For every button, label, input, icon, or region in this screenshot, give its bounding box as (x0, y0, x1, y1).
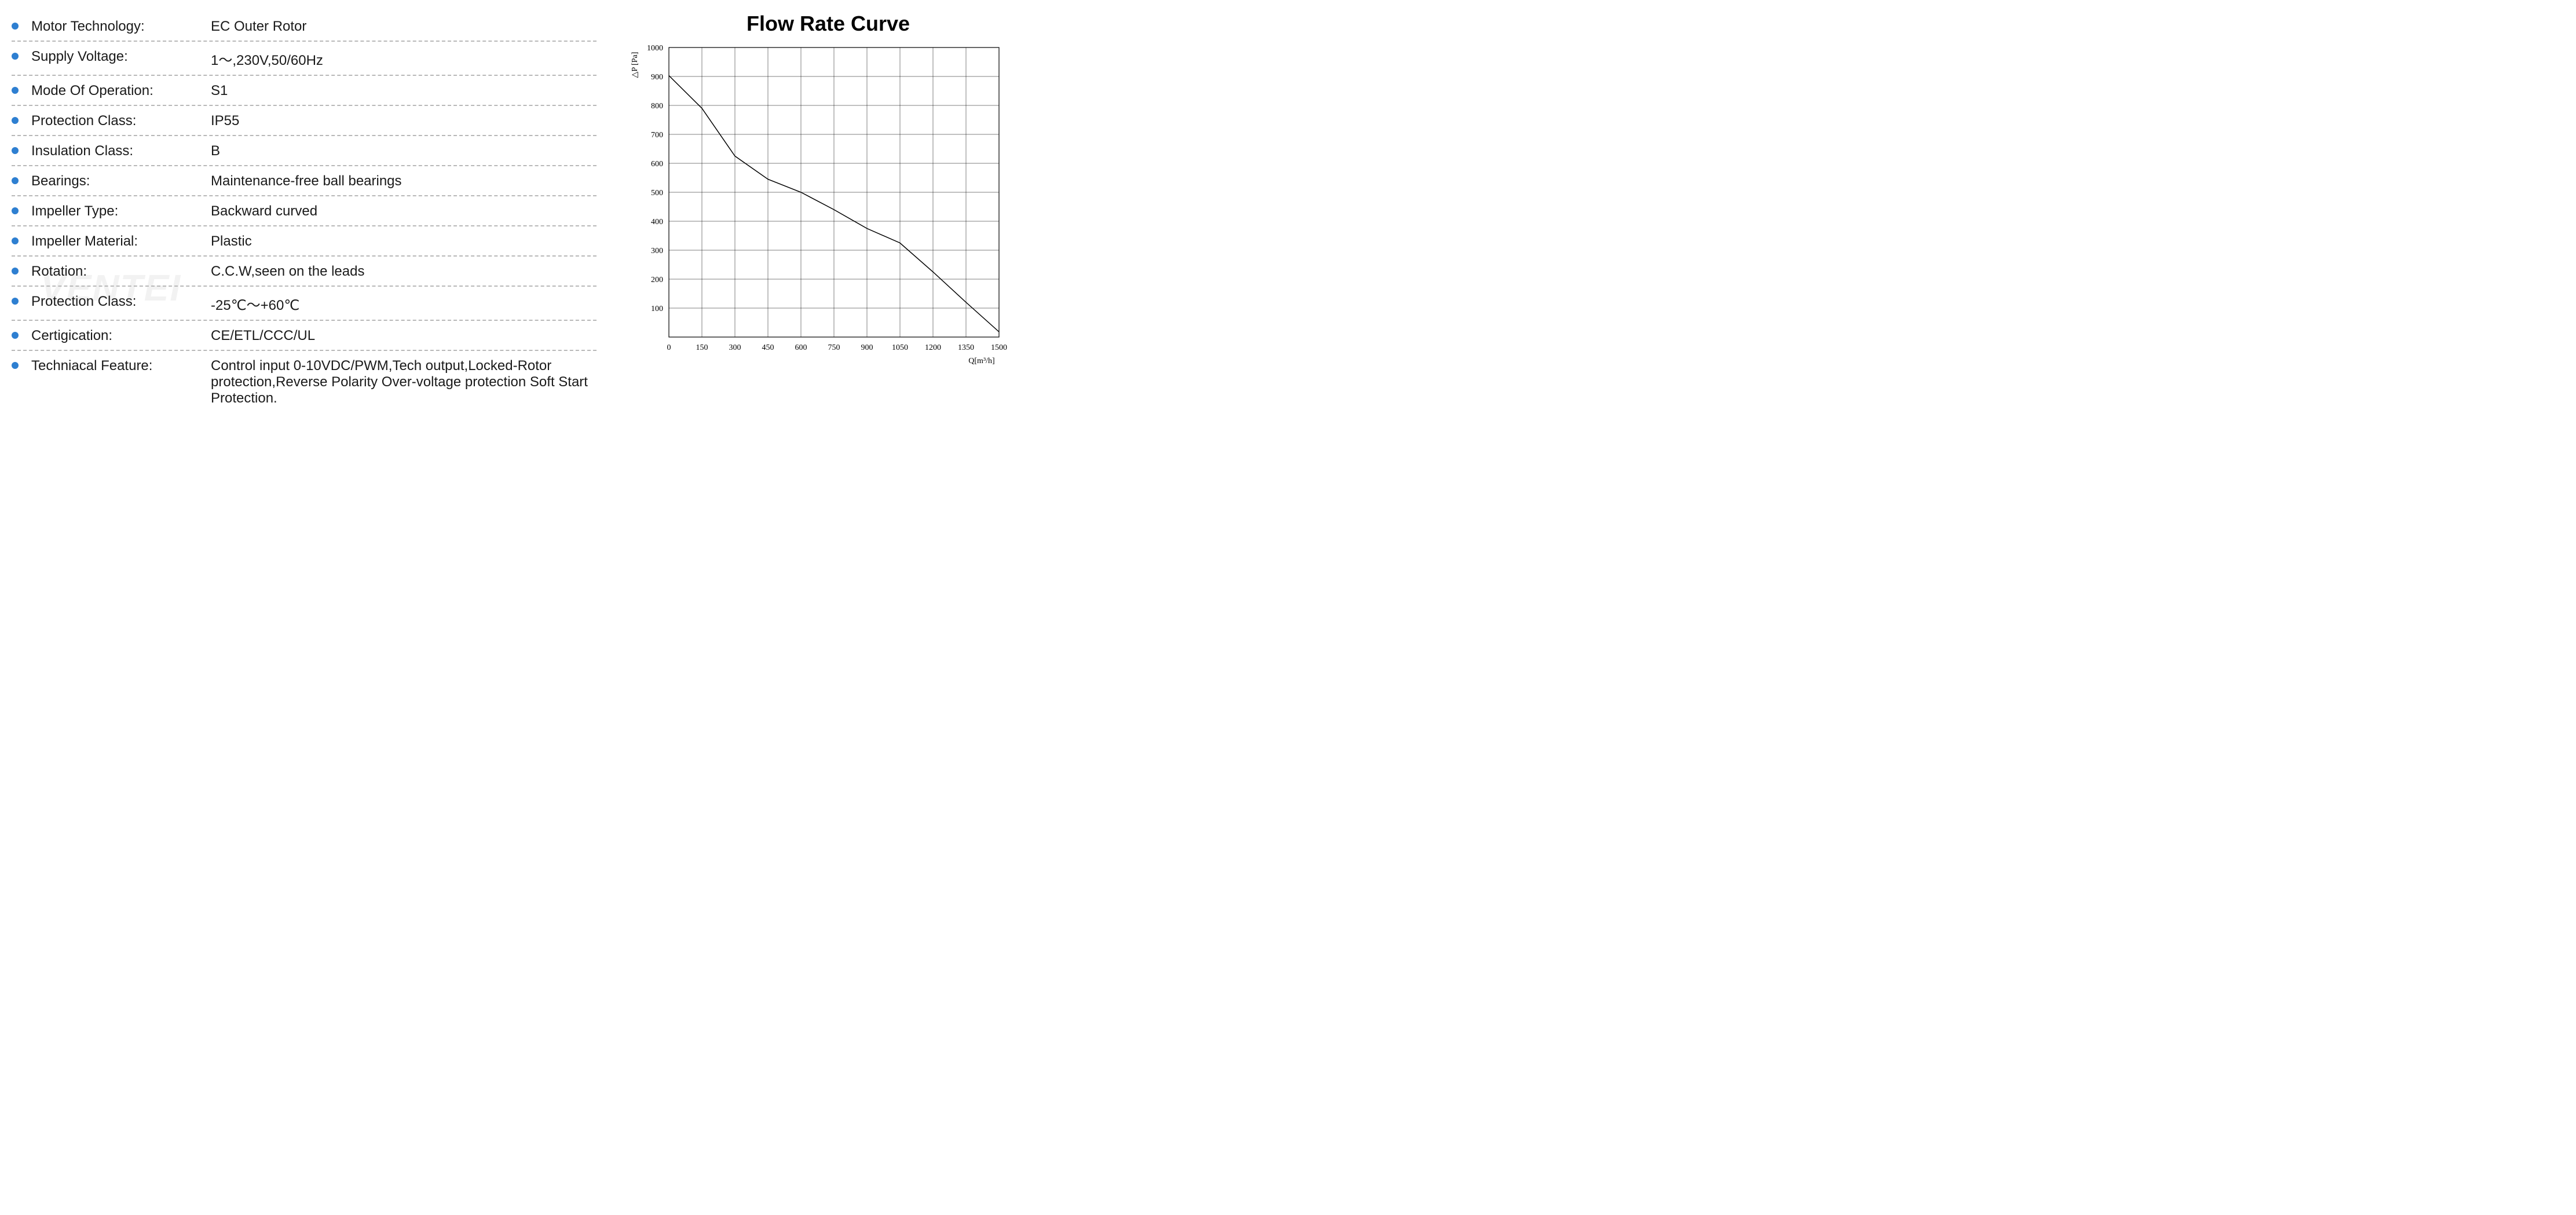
spec-row: Certigication:CE/ETL/CCC/UL (12, 321, 597, 351)
chart-title: Flow Rate Curve (620, 12, 1037, 36)
spec-row: Techniacal Feature:Control input 0-10VDC… (12, 351, 597, 412)
svg-text:500: 500 (651, 189, 663, 197)
spec-label: Insulation Class: (31, 143, 211, 159)
page-container: VENTEI Motor Technology:EC Outer RotorSu… (12, 12, 1037, 412)
svg-text:600: 600 (651, 160, 663, 169)
svg-text:200: 200 (651, 276, 663, 284)
spec-value: B (211, 143, 597, 159)
flow-rate-chart: 0 150 300 450 600 750 900 1050 1200 1350 1500 100 20… (620, 42, 1025, 378)
svg-text:100: 100 (651, 305, 663, 313)
svg-text:Q[m³/h]: Q[m³/h] (968, 357, 994, 365)
bullet-icon (12, 53, 19, 60)
svg-text:600: 600 (795, 343, 807, 352)
spec-row: Rotation:C.C.W,seen on the leads (12, 257, 597, 287)
spec-value: Backward curved (211, 203, 597, 219)
spec-value: Maintenance-free ball bearings (211, 173, 597, 189)
spec-label: Protection Class: (31, 294, 211, 310)
bullet-icon (12, 177, 19, 184)
svg-text:0: 0 (667, 343, 671, 352)
spec-label: Impeller Material: (31, 233, 211, 250)
spec-value: -25℃～+60℃ (211, 294, 597, 314)
spec-label: Certigication: (31, 328, 211, 344)
chart-panel: Flow Rate Curve 0 150 300 450 600 750 900 1050 1… (620, 12, 1037, 412)
spec-row: Supply Voltage:1～,230V,50/60Hz (12, 42, 597, 76)
bullet-icon (12, 207, 19, 214)
spec-list: VENTEI Motor Technology:EC Outer RotorSu… (12, 12, 597, 412)
spec-value: Control input 0-10VDC/PWM,Tech output,Lo… (211, 358, 597, 407)
svg-text:300: 300 (651, 247, 663, 255)
svg-text:1500: 1500 (991, 343, 1007, 352)
spec-row: Impeller Material:Plastic (12, 226, 597, 257)
spec-value: Plastic (211, 233, 597, 250)
spec-label: Motor Technology: (31, 19, 211, 35)
spec-row: Mode Of Operation:S1 (12, 76, 597, 106)
svg-text:1050: 1050 (892, 343, 908, 352)
svg-text:150: 150 (696, 343, 708, 352)
svg-text:900: 900 (861, 343, 873, 352)
spec-row: Protection Class:-25℃～+60℃ (12, 287, 597, 321)
bullet-icon (12, 362, 19, 369)
svg-text:900: 900 (651, 73, 663, 82)
spec-label: Impeller Type: (31, 203, 211, 219)
spec-label: Bearings: (31, 173, 211, 189)
spec-value: S1 (211, 83, 597, 99)
bullet-icon (12, 23, 19, 30)
bullet-icon (12, 268, 19, 275)
svg-text:750: 750 (828, 343, 840, 352)
spec-row: Impeller Type:Backward curved (12, 196, 597, 226)
spec-value: CE/ETL/CCC/UL (211, 328, 597, 344)
spec-row: Insulation Class:B (12, 136, 597, 166)
svg-text:△P [Pa]: △P [Pa] (631, 52, 639, 78)
spec-label: Rotation: (31, 264, 211, 280)
svg-text:400: 400 (651, 218, 663, 226)
spec-value: 1～,230V,50/60Hz (211, 49, 597, 69)
spec-row: Protection Class:IP55 (12, 106, 597, 136)
spec-label: Protection Class: (31, 113, 211, 129)
bullet-icon (12, 117, 19, 124)
bullet-icon (12, 237, 19, 244)
spec-row: Motor Technology:EC Outer Rotor (12, 12, 597, 42)
svg-text:300: 300 (729, 343, 741, 352)
svg-text:1350: 1350 (958, 343, 974, 352)
spec-value: IP55 (211, 113, 597, 129)
svg-text:1000: 1000 (647, 44, 663, 53)
svg-text:450: 450 (762, 343, 774, 352)
bullet-icon (12, 147, 19, 154)
svg-text:1200: 1200 (925, 343, 941, 352)
bullet-icon (12, 332, 19, 339)
spec-row: Bearings:Maintenance-free ball bearings (12, 166, 597, 196)
spec-value: C.C.W,seen on the leads (211, 264, 597, 280)
svg-text:800: 800 (651, 102, 663, 111)
spec-label: Mode Of Operation: (31, 83, 211, 99)
spec-label: Techniacal Feature: (31, 358, 211, 374)
bullet-icon (12, 87, 19, 94)
bullet-icon (12, 298, 19, 305)
svg-text:700: 700 (651, 131, 663, 140)
spec-label: Supply Voltage: (31, 49, 211, 65)
spec-value: EC Outer Rotor (211, 19, 597, 35)
